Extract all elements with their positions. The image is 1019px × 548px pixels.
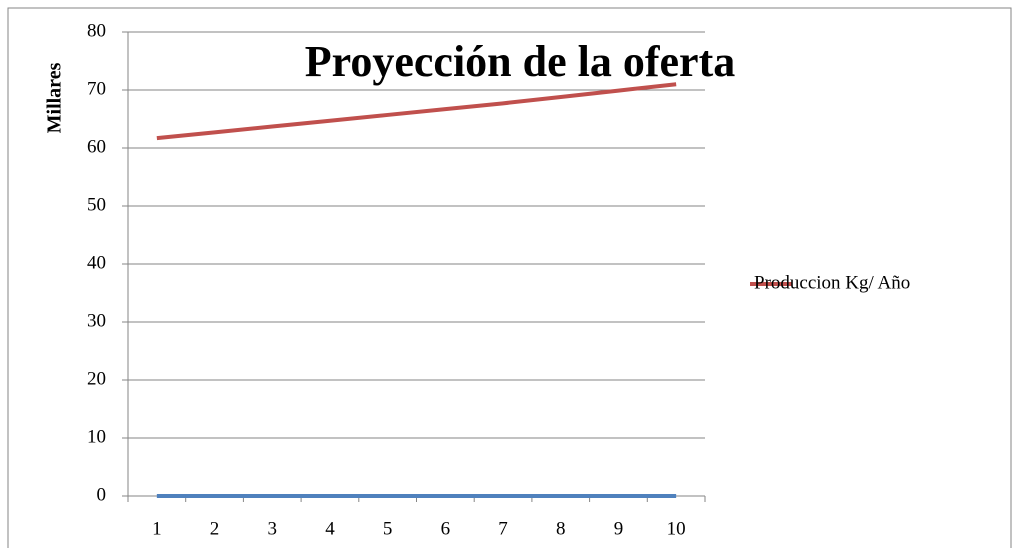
x-tick-label: 8	[556, 518, 566, 539]
x-tick-label: 3	[268, 518, 278, 539]
legend-label: Produccion Kg/ Año	[754, 272, 910, 293]
y-tick-label: 10	[87, 426, 106, 447]
y-tick-label: 30	[87, 310, 106, 331]
x-tick-label: 5	[383, 518, 393, 539]
y-tick-label: 80	[87, 20, 106, 41]
x-tick-label: 2	[210, 518, 220, 539]
x-tick-label: 6	[441, 518, 451, 539]
y-tick-label: 40	[87, 252, 106, 273]
x-tick-label: 4	[325, 518, 335, 539]
x-tick-label: 7	[498, 518, 508, 539]
x-tick-label: 1	[152, 518, 162, 539]
y-tick-label: 20	[87, 368, 106, 389]
y-tick-label: 70	[87, 78, 106, 99]
y-tick-label: 50	[87, 194, 106, 215]
chart-title: Proyección de la oferta	[305, 37, 735, 86]
x-tick-label: 10	[667, 518, 686, 539]
y-tick-label: 0	[97, 484, 107, 505]
series-line	[156, 82, 677, 141]
y-tick-label: 60	[87, 136, 106, 157]
x-tick-label: 9	[614, 518, 624, 539]
chart-frame	[7, 7, 1012, 548]
y-axis-label: Millares	[44, 62, 66, 133]
